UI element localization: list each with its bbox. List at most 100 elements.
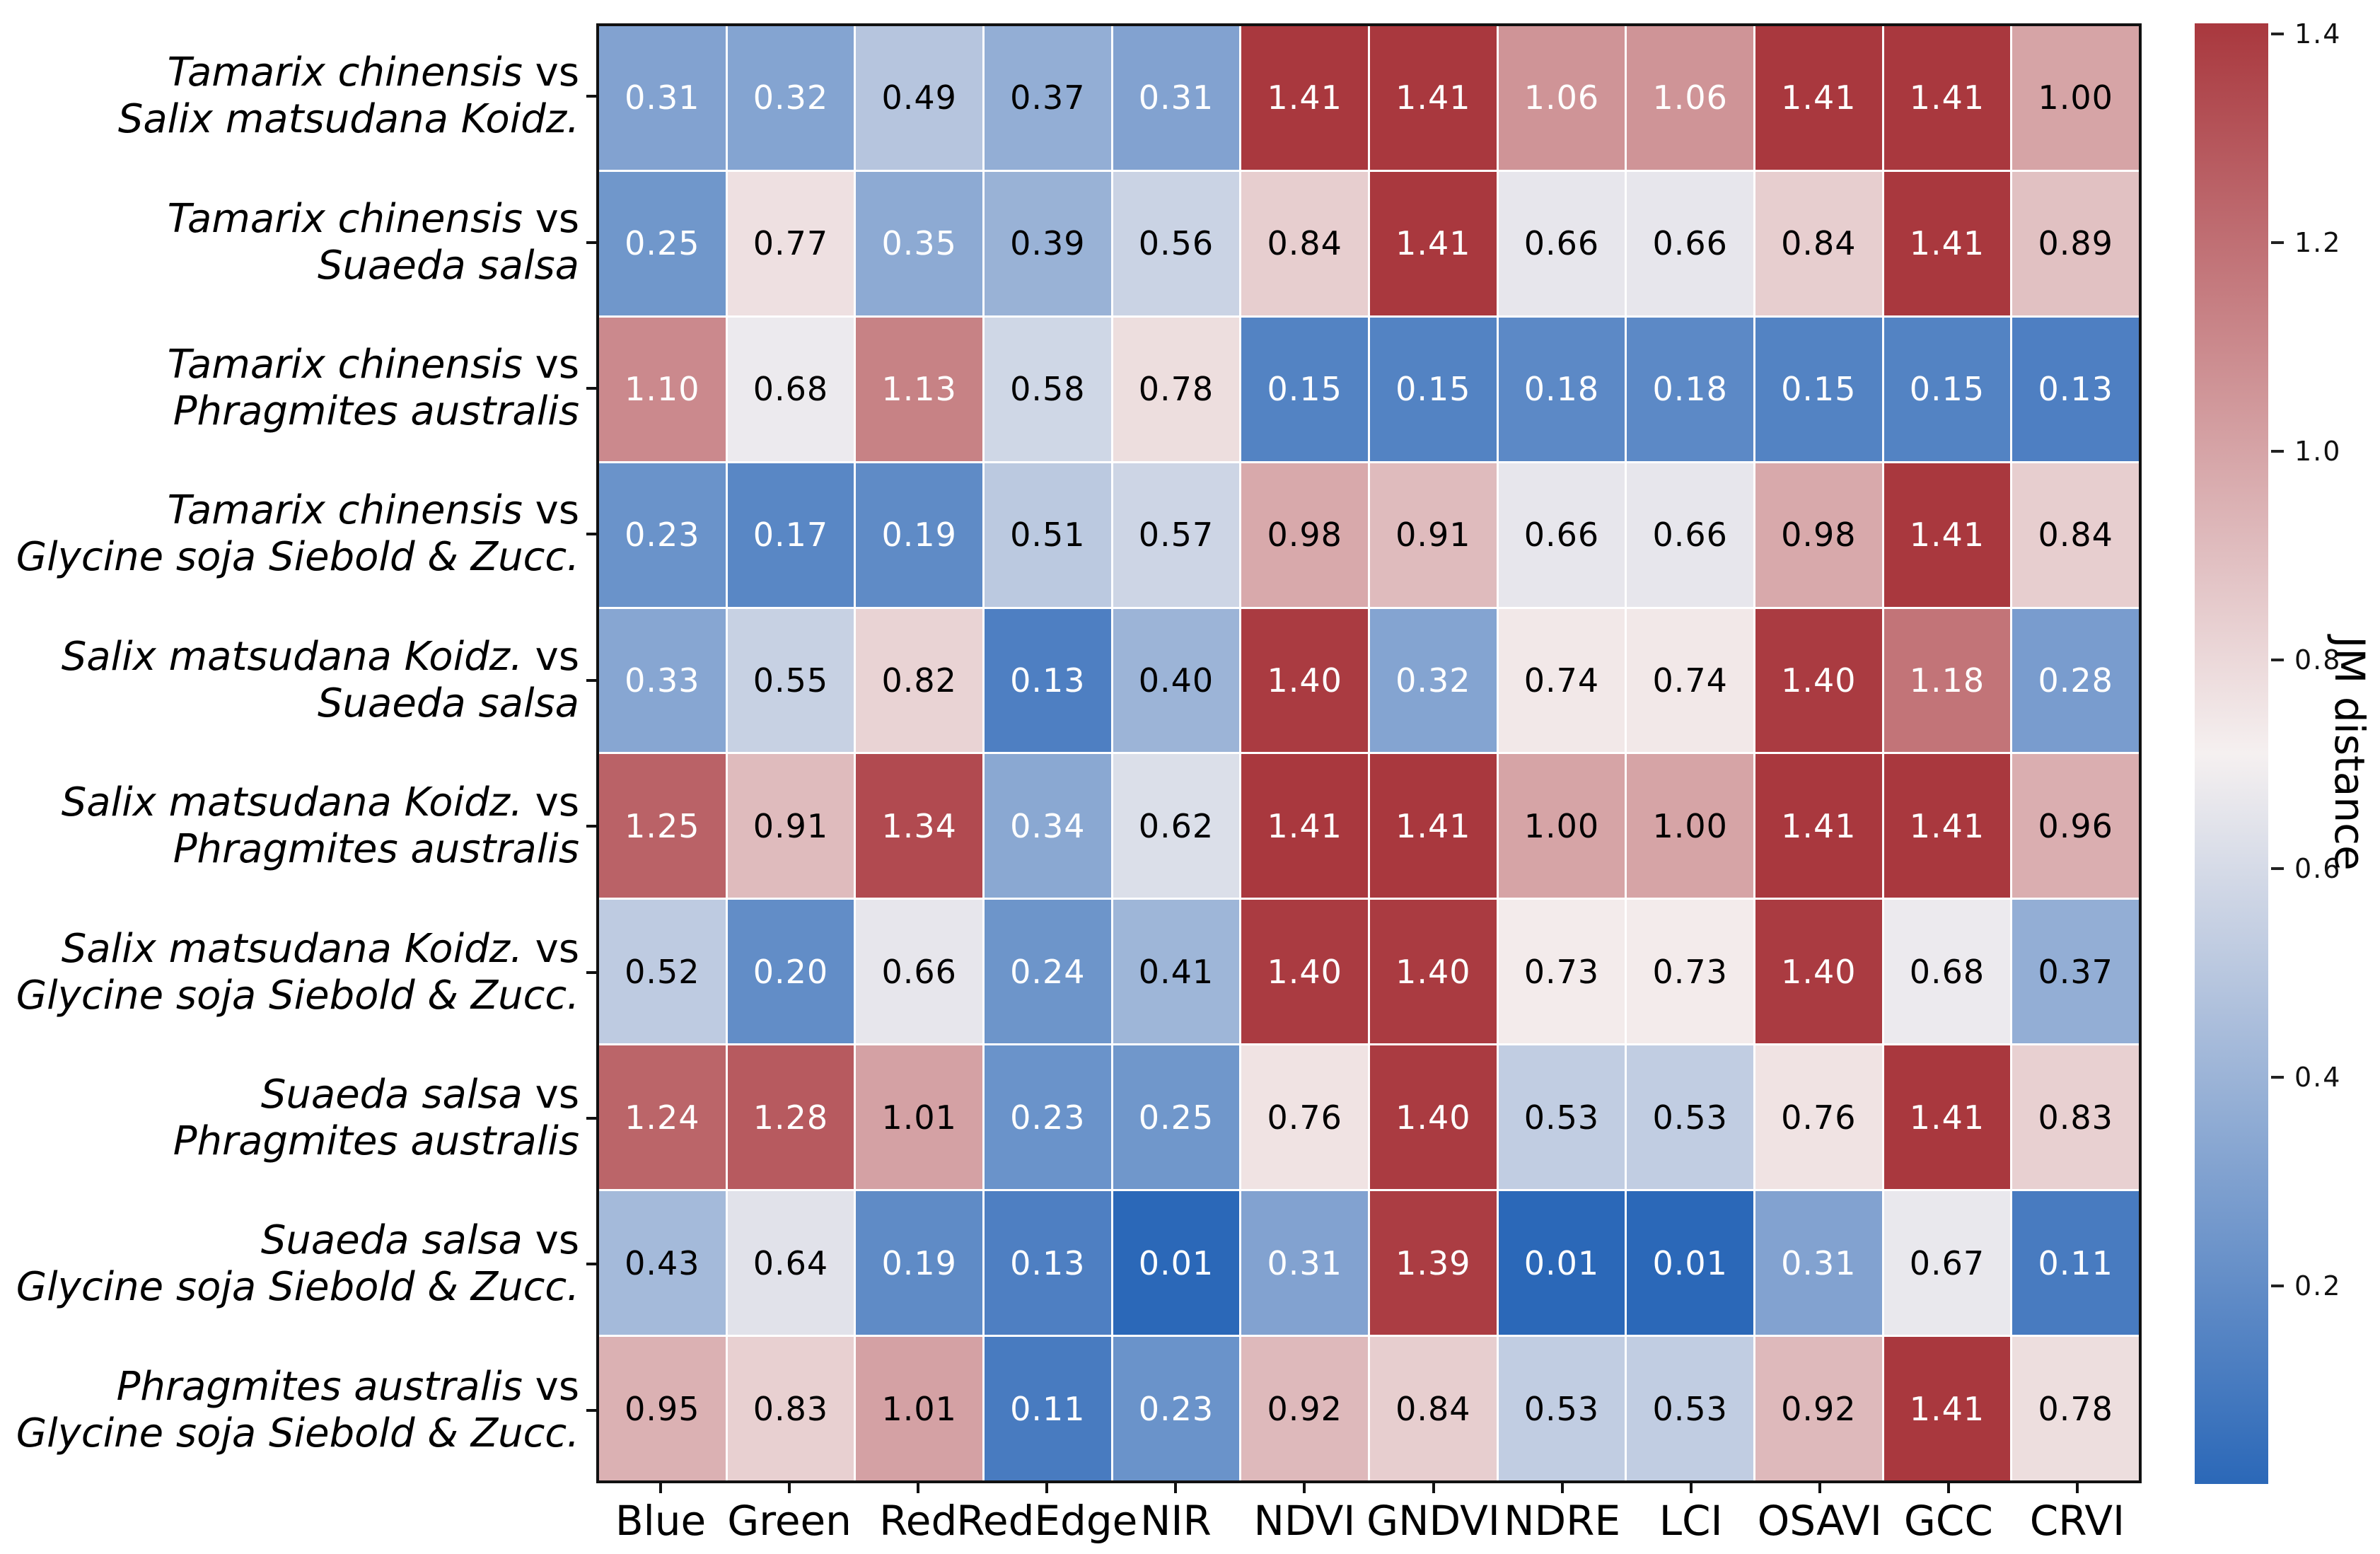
heatmap-cell: 0.01 xyxy=(1627,1191,1753,1335)
heatmap-cell: 0.53 xyxy=(1627,1045,1753,1190)
heatmap-cell: 0.77 xyxy=(727,171,854,315)
colorbar-tick xyxy=(2271,449,2284,453)
x-axis-tick xyxy=(788,1482,791,1493)
heatmap-cell: 0.78 xyxy=(1113,317,1240,461)
heatmap-cell: 1.41 xyxy=(1883,754,2011,898)
heatmap-cell: 0.53 xyxy=(1498,1045,1625,1190)
heatmap-cell: 0.64 xyxy=(727,1191,854,1335)
heatmap-cell: 0.57 xyxy=(1113,463,1240,607)
heatmap-cell: 0.19 xyxy=(856,1191,982,1335)
row-label: Salix matsudana Koidz. vs Suaeda salsa xyxy=(61,633,579,726)
heatmap-cell: 0.56 xyxy=(1113,171,1240,315)
heatmap-cell: 0.76 xyxy=(1241,1045,1368,1190)
heatmap-cell: 1.10 xyxy=(599,317,726,461)
heatmap-cell: 0.53 xyxy=(1627,1337,1753,1480)
heatmap-cell: 1.41 xyxy=(1370,26,1497,170)
row-label: Tamarix chinensis vs Suaeda salsa xyxy=(167,195,579,289)
heatmap-cell: 0.43 xyxy=(599,1191,726,1335)
heatmap-cell: 0.11 xyxy=(985,1337,1111,1480)
heatmap-cell: 0.92 xyxy=(1755,1337,1882,1480)
heatmap-cell: 0.66 xyxy=(1498,171,1625,315)
heatmap-cell: 0.74 xyxy=(1627,608,1753,753)
heatmap-cell: 0.98 xyxy=(1241,463,1368,607)
heatmap-cell: 0.33 xyxy=(599,608,726,753)
heatmap-cell: 0.01 xyxy=(1498,1191,1625,1335)
row-label: Phragmites australis vs Glycine soja Sieb… xyxy=(16,1363,579,1456)
colorbar-tick-label: 0.8 xyxy=(2294,644,2342,675)
colorbar-title: JM distance xyxy=(2326,636,2374,871)
heatmap-cell: 1.13 xyxy=(856,317,982,461)
heatmap-cell: 0.66 xyxy=(856,900,982,1044)
heatmap-cell: 1.41 xyxy=(1370,754,1497,898)
column-label: NDRE xyxy=(1504,1497,1621,1545)
heatmap-cell: 0.95 xyxy=(599,1337,726,1480)
heatmap-cell: 0.66 xyxy=(1627,171,1753,315)
column-label: GCC xyxy=(1903,1497,1993,1545)
heatmap-cell: 0.34 xyxy=(985,754,1111,898)
column-label: CRVI xyxy=(2029,1497,2125,1545)
y-axis-tick xyxy=(586,533,598,536)
colorbar-gradient xyxy=(2195,23,2268,1484)
y-axis-tick xyxy=(586,240,598,244)
heatmap-cell: 1.00 xyxy=(1627,754,1753,898)
heatmap-cell: 0.32 xyxy=(1370,608,1497,753)
heatmap-cell: 0.39 xyxy=(985,171,1111,315)
column-label: NDVI xyxy=(1253,1497,1356,1545)
heatmap-cell: 0.58 xyxy=(985,317,1111,461)
heatmap-cell: 0.37 xyxy=(2012,900,2139,1044)
heatmap-cell: 0.52 xyxy=(599,900,726,1044)
heatmap-cell: 0.15 xyxy=(1370,317,1497,461)
heatmap-cell: 0.62 xyxy=(1113,754,1240,898)
column-label: GNDVI xyxy=(1366,1497,1500,1545)
row-label: Suaeda salsa vs Glycine soja Siebold & Zu… xyxy=(16,1217,579,1311)
heatmap-cell: 0.25 xyxy=(599,171,726,315)
heatmap-cell: 0.15 xyxy=(1883,317,2011,461)
colorbar-tick xyxy=(2271,658,2284,661)
colorbar-tick-label: 0.6 xyxy=(2294,852,2342,884)
heatmap-cell: 0.74 xyxy=(1498,608,1625,753)
heatmap-cell: 0.83 xyxy=(2012,1045,2139,1190)
heatmap-cell: 0.19 xyxy=(856,463,982,607)
y-axis-tick xyxy=(586,1408,598,1412)
heatmap-cell: 0.73 xyxy=(1627,900,1753,1044)
x-axis-tick xyxy=(1174,1482,1178,1493)
heatmap-cell: 0.49 xyxy=(856,26,982,170)
heatmap-cell: 1.41 xyxy=(1883,171,2011,315)
row-label: Salix matsudana Koidz. vs Phragmites aust… xyxy=(61,779,579,873)
x-axis-tick xyxy=(917,1482,920,1493)
row-label: Salix matsudana Koidz. vs Glycine soja Si… xyxy=(16,925,579,1019)
heatmap-cell: 0.35 xyxy=(856,171,982,315)
colorbar-tick-label: 0.4 xyxy=(2294,1061,2342,1093)
heatmap-cell: 1.06 xyxy=(1627,26,1753,170)
heatmap-cell: 0.15 xyxy=(1755,317,1882,461)
x-axis-tick xyxy=(1303,1482,1306,1493)
x-axis-tick xyxy=(1689,1482,1693,1493)
heatmap-cell: 1.01 xyxy=(856,1337,982,1480)
heatmap-cell: 1.41 xyxy=(1370,171,1497,315)
colorbar-tick xyxy=(2271,240,2284,244)
row-label: Tamarix chinensis vs Phragmites australis xyxy=(167,341,579,434)
heatmap-cell: 0.84 xyxy=(1370,1337,1497,1480)
column-label: Green xyxy=(727,1497,852,1545)
heatmap-cell: 0.68 xyxy=(727,317,854,461)
heatmap-cell: 0.31 xyxy=(1241,1191,1368,1335)
heatmap-cell: 1.40 xyxy=(1241,608,1368,753)
heatmap-cell: 0.13 xyxy=(985,608,1111,753)
heatmap-cell: 1.40 xyxy=(1241,900,1368,1044)
heatmap-cell: 1.41 xyxy=(1883,1337,2011,1480)
heatmap-cell: 0.01 xyxy=(1113,1191,1240,1335)
heatmap-cell: 1.40 xyxy=(1370,900,1497,1044)
heatmap-cell: 0.23 xyxy=(1113,1337,1240,1480)
heatmap-cell: 1.40 xyxy=(1755,900,1882,1044)
heatmap-grid: 0.31 0.32 0.49 0.37 0.31 1.41 1.41 1.06 1.06 1.41… xyxy=(596,23,2142,1483)
heatmap-cell: 0.23 xyxy=(985,1045,1111,1190)
colorbar-tick xyxy=(2271,866,2284,870)
column-label: RedEdge xyxy=(956,1497,1138,1545)
heatmap-cell: 0.83 xyxy=(727,1337,854,1480)
colorbar-tick xyxy=(2271,1075,2284,1079)
column-label: OSAVI xyxy=(1757,1497,1882,1545)
colorbar-tick-label: 1.2 xyxy=(2294,226,2342,258)
y-axis-tick xyxy=(586,825,598,828)
x-axis-tick xyxy=(1560,1482,1564,1493)
